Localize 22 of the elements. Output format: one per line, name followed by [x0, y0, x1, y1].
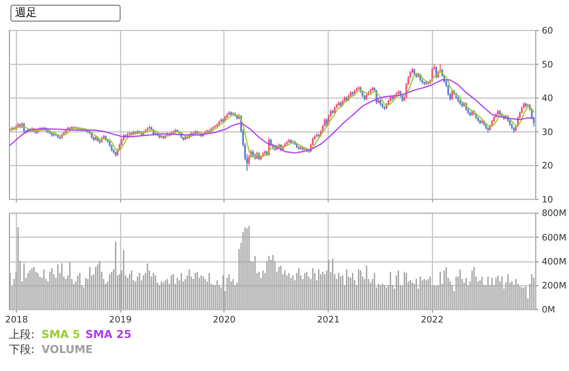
text: SMA 25	[85, 328, 132, 341]
y-tick-label: 400M	[542, 257, 566, 268]
x-tick-label: 2020	[212, 316, 236, 326]
x-tick-label: 2022	[420, 316, 444, 326]
y-tick-label: 20	[542, 162, 554, 172]
y-tick-label: 30	[542, 128, 554, 138]
y-tick-label: 0M	[542, 306, 556, 316]
legend-title: 上段:	[8, 328, 35, 341]
text: VOLUME	[42, 342, 93, 356]
x-tick-label: 2021	[316, 316, 340, 326]
legend-title: 下段:	[8, 342, 35, 356]
x-tick-label: 2019	[109, 316, 132, 326]
y-tick-label: 10	[542, 195, 554, 206]
y-tick-label: 600M	[542, 233, 566, 244]
x-tick-label: 2018	[5, 316, 28, 326]
y-tick-label: 200M	[542, 281, 566, 292]
y-tick-label: 800M	[542, 209, 566, 220]
text: 週足	[14, 6, 37, 20]
text: SMA 5	[42, 328, 80, 341]
y-tick-label: 60	[542, 26, 554, 37]
y-tick-label: 40	[542, 94, 554, 104]
y-tick-label: 50	[542, 60, 554, 70]
